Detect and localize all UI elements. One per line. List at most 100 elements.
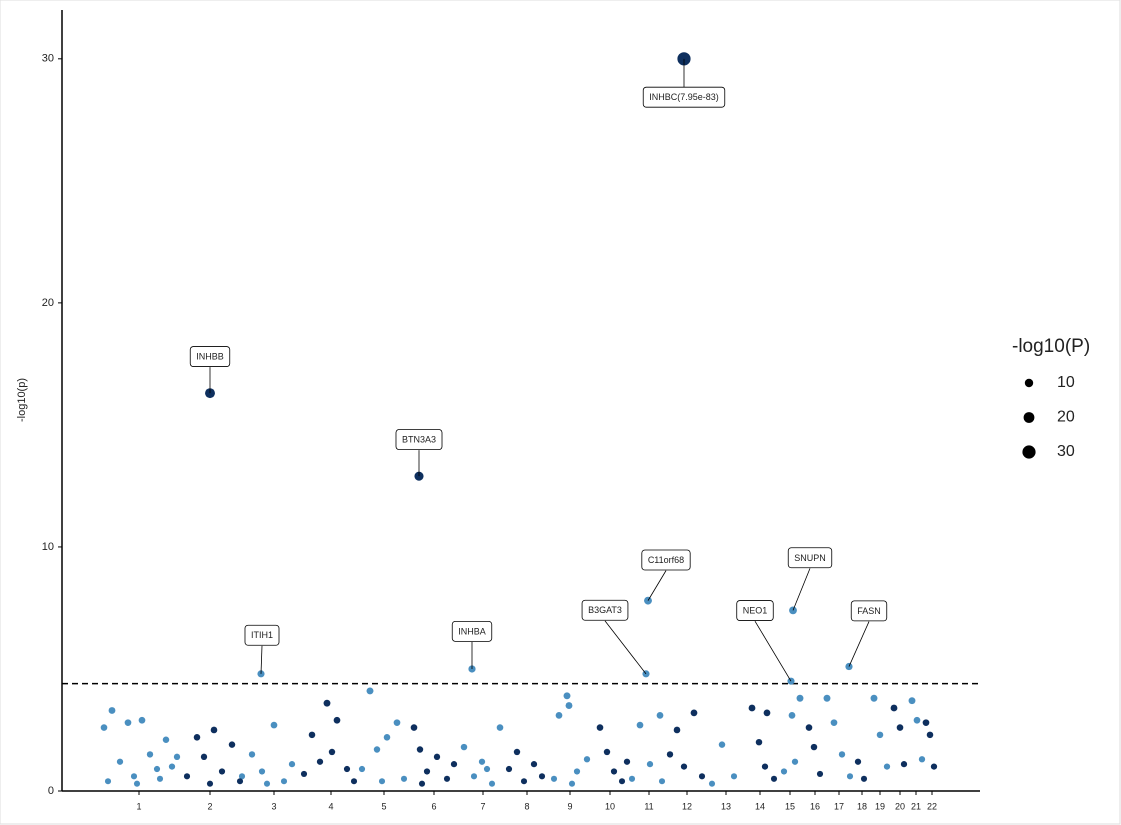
point xyxy=(228,741,236,748)
point xyxy=(854,758,862,765)
x-tick-label: 19 xyxy=(875,801,885,811)
point xyxy=(248,751,256,758)
point xyxy=(173,753,181,760)
point xyxy=(238,773,246,780)
point xyxy=(393,719,401,726)
x-tick-label: 13 xyxy=(721,801,731,811)
point xyxy=(218,768,226,775)
point xyxy=(423,768,431,775)
point-label: C11orf68 xyxy=(648,555,684,565)
label-leader xyxy=(792,568,811,611)
point xyxy=(316,758,324,765)
point xyxy=(748,704,756,712)
point xyxy=(573,768,581,775)
point xyxy=(104,778,112,785)
point xyxy=(416,746,424,753)
point-label: INHBC(7.95e-83) xyxy=(649,92,719,102)
point xyxy=(550,775,558,782)
point xyxy=(830,719,838,726)
point xyxy=(373,746,381,753)
point xyxy=(883,763,891,770)
point xyxy=(483,765,491,773)
point xyxy=(846,773,854,780)
point xyxy=(780,768,788,775)
point xyxy=(200,753,208,760)
label-box xyxy=(641,549,691,571)
point xyxy=(761,763,769,770)
point xyxy=(900,761,908,768)
point xyxy=(658,778,666,785)
point xyxy=(755,738,763,746)
point xyxy=(763,709,771,717)
x-tick-label: 5 xyxy=(381,801,386,811)
x-tick-label: 2 xyxy=(207,801,212,811)
y-tick-label: 0 xyxy=(48,785,54,797)
label-box xyxy=(787,547,833,569)
point xyxy=(378,778,386,785)
label-leader xyxy=(647,570,667,601)
x-tick-label: 4 xyxy=(328,801,333,811)
point-label: ITIH1 xyxy=(251,630,273,640)
point xyxy=(162,736,170,743)
point xyxy=(358,765,366,773)
point xyxy=(470,773,478,780)
point xyxy=(156,775,164,782)
label-box xyxy=(451,620,493,642)
point xyxy=(383,734,391,741)
point xyxy=(618,778,626,785)
point xyxy=(433,753,441,760)
point xyxy=(838,751,846,758)
point xyxy=(805,724,813,731)
point xyxy=(400,775,408,782)
label-box xyxy=(395,429,443,450)
point xyxy=(816,770,824,777)
point xyxy=(908,697,916,705)
point xyxy=(680,763,688,770)
x-tick-label: 21 xyxy=(911,801,921,811)
point xyxy=(568,780,576,787)
point xyxy=(896,724,904,731)
point-label: SNUPN xyxy=(794,553,826,563)
point xyxy=(646,761,654,768)
x-tick-label: 18 xyxy=(857,801,867,811)
point xyxy=(730,773,738,780)
point xyxy=(460,743,468,751)
y-tick-label: 30 xyxy=(42,53,54,65)
point xyxy=(791,758,799,765)
x-tick-label: 15 xyxy=(785,801,795,811)
point xyxy=(333,716,341,724)
x-tick-label: 1 xyxy=(136,801,141,811)
point xyxy=(206,780,214,787)
legend-key xyxy=(1022,445,1036,459)
x-tick-label: 7 xyxy=(480,801,485,811)
point xyxy=(138,716,146,724)
point xyxy=(146,751,154,758)
point xyxy=(628,775,636,782)
point xyxy=(300,770,308,777)
point xyxy=(656,711,664,719)
point xyxy=(623,758,631,765)
point xyxy=(270,721,278,729)
point xyxy=(130,773,138,780)
legend-key xyxy=(1023,412,1035,423)
legend-label: 20 xyxy=(1057,409,1075,426)
x-tick-label: 12 xyxy=(682,801,692,811)
x-tick-label: 20 xyxy=(895,801,905,811)
point xyxy=(610,768,618,775)
point xyxy=(673,726,681,734)
point xyxy=(478,758,486,765)
x-tick-label: 22 xyxy=(927,801,937,811)
point xyxy=(810,743,818,751)
point xyxy=(124,719,132,726)
label-box xyxy=(850,600,888,622)
label-leader xyxy=(260,645,263,674)
point xyxy=(718,741,726,748)
point xyxy=(708,780,716,787)
y-axis-label: -log10(p) xyxy=(16,378,28,422)
point xyxy=(108,707,116,714)
point xyxy=(788,711,796,719)
point xyxy=(860,775,868,782)
point-label: FASN xyxy=(857,606,881,616)
y-tick-label: 20 xyxy=(42,297,54,309)
